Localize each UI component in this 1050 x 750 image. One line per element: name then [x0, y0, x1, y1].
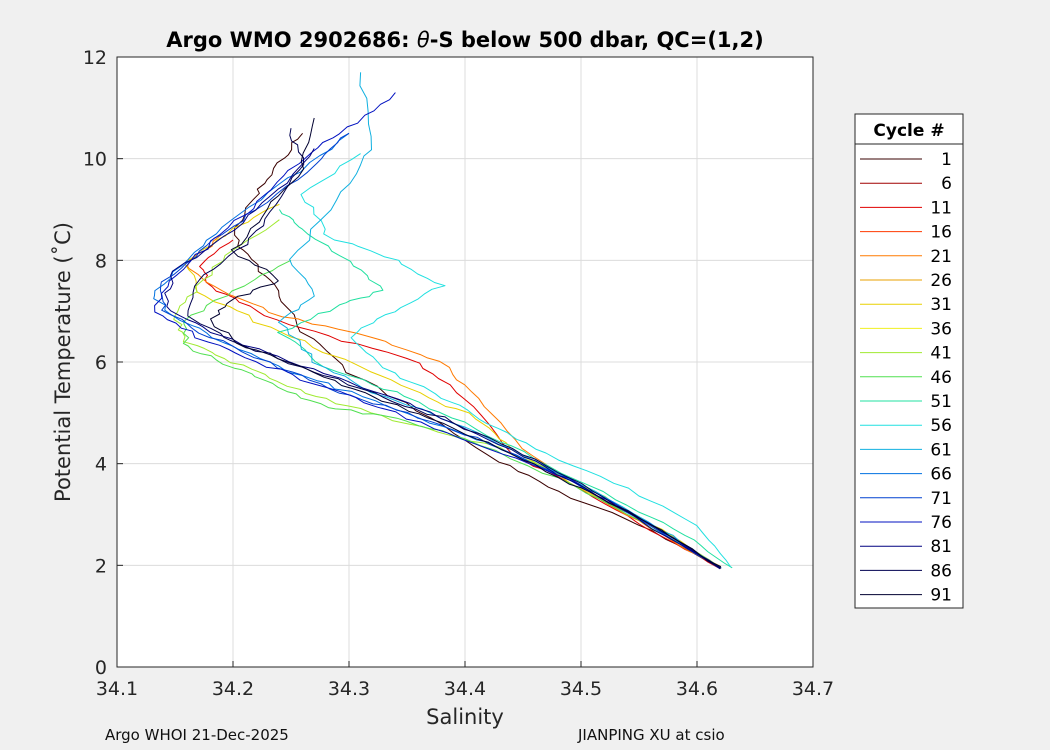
axis-ticks: 34.1 34.2 34.3 34.4 34.5 34.6 34.7 0 2 4 6 8 10 12 [83, 47, 834, 700]
legend-label: 86 [930, 561, 952, 581]
series-line-cycle-81 [164, 148, 721, 570]
legend-label: 71 [930, 489, 952, 509]
series-group [153, 72, 733, 570]
title-suffix: -S below 500 dbar, QC=(1,2) [430, 28, 764, 52]
legend-label: 21 [930, 247, 952, 267]
chart-title: Argo WMO 2902686: θ-S below 500 dbar, QC… [166, 28, 763, 52]
series-line-cycle-66 [153, 132, 721, 568]
title-prefix: Argo WMO 2902686: [166, 28, 417, 52]
x-axis-label: Salinity [426, 705, 504, 729]
legend-label: 51 [930, 392, 952, 412]
series-line-cycle-86 [187, 128, 722, 569]
legend-label: 36 [930, 319, 952, 339]
legend-label: 31 [930, 295, 952, 315]
legend-label: 41 [930, 344, 952, 364]
legend-label: 6 [941, 174, 952, 194]
x-tick-label: 34.5 [560, 678, 602, 700]
series-line-cycle-61 [278, 72, 722, 569]
title-theta: θ [417, 28, 430, 52]
y-tick-label: 6 [95, 352, 107, 374]
legend-label: 61 [930, 440, 952, 460]
legend-label: 11 [930, 198, 952, 218]
y-tick-label: 2 [95, 555, 107, 577]
x-tick-label: 34.1 [96, 678, 138, 700]
legend-label: 91 [930, 586, 952, 606]
legend-label: 16 [930, 223, 952, 243]
y-tick-label: 10 [83, 149, 107, 171]
series-line-cycle-56 [300, 153, 732, 568]
legend-label: 1 [941, 150, 952, 170]
series-line-cycle-46 [182, 259, 722, 568]
footer-right: JIANPING XU at csio [578, 726, 725, 744]
series-line-cycle-91 [210, 117, 722, 568]
legend-label: 46 [930, 368, 952, 388]
x-tick-label: 34.4 [444, 678, 486, 700]
legend-title-box [854, 113, 964, 145]
series-line-cycle-21 [187, 234, 722, 568]
x-tick-label: 34.3 [328, 678, 370, 700]
y-tick-label: 8 [95, 250, 107, 272]
legend-label: 56 [930, 416, 952, 436]
legend-box [854, 143, 964, 609]
x-tick-label: 34.7 [792, 678, 834, 700]
y-axis-label: Potential Temperature (˚C) [51, 222, 75, 502]
footer-left: Argo WHOI 21-Dec-2025 [105, 726, 289, 744]
legend-label: 76 [930, 513, 952, 533]
legend-title: Cycle # [873, 121, 944, 141]
x-tick-label: 34.2 [212, 678, 254, 700]
y-tick-label: 0 [95, 657, 107, 679]
legend-label: 26 [930, 271, 952, 291]
legend-label: 81 [930, 537, 952, 557]
series-line-cycle-1 [234, 132, 722, 569]
x-tick-label: 34.6 [676, 678, 718, 700]
y-tick-label: 12 [83, 47, 107, 69]
y-tick-label: 4 [95, 454, 107, 476]
legend-label: 66 [930, 465, 952, 485]
legend: Cycle # 16111621263136414651566166717681… [854, 113, 964, 609]
